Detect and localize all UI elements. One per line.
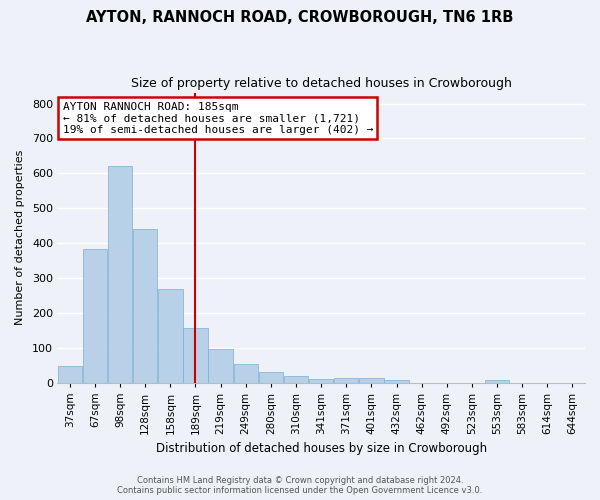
Text: AYTON RANNOCH ROAD: 185sqm
← 81% of detached houses are smaller (1,721)
19% of s: AYTON RANNOCH ROAD: 185sqm ← 81% of deta… [62,102,373,135]
Bar [83,249,107,382]
Bar [309,379,334,382]
Bar [133,229,157,382]
Bar [158,289,182,382]
Bar [334,378,358,382]
Bar [359,378,383,382]
Bar [58,366,82,382]
Bar [259,372,283,382]
Bar [208,349,233,382]
X-axis label: Distribution of detached houses by size in Crowborough: Distribution of detached houses by size … [155,442,487,455]
Title: Size of property relative to detached houses in Crowborough: Size of property relative to detached ho… [131,78,512,90]
Bar [183,328,208,382]
Bar [108,166,132,382]
Text: Contains HM Land Registry data © Crown copyright and database right 2024.
Contai: Contains HM Land Registry data © Crown c… [118,476,482,495]
Bar [284,376,308,382]
Text: AYTON, RANNOCH ROAD, CROWBOROUGH, TN6 1RB: AYTON, RANNOCH ROAD, CROWBOROUGH, TN6 1R… [86,10,514,25]
Y-axis label: Number of detached properties: Number of detached properties [15,150,25,326]
Bar [233,364,258,382]
Bar [385,380,409,382]
Bar [485,380,509,382]
